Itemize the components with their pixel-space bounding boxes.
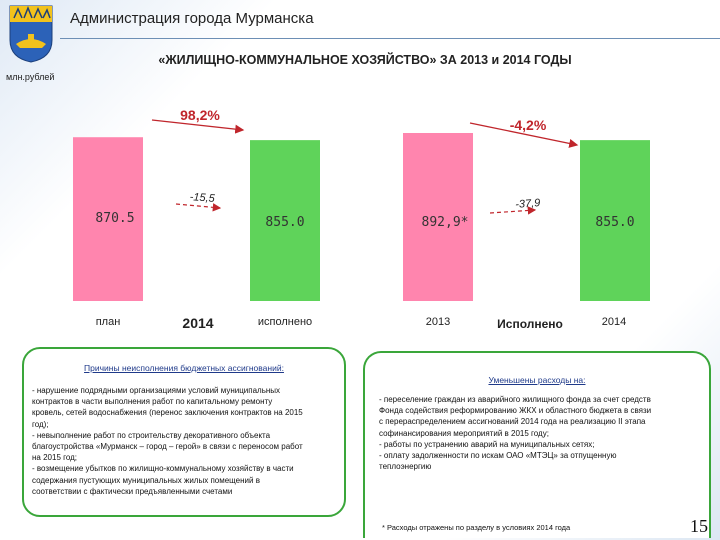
group-label: 2014 xyxy=(182,315,213,331)
reasons-panel: Причины неисполнения бюджетных ассигнова… xyxy=(22,347,346,517)
category-label: исполнено xyxy=(258,316,312,328)
difference-annotation: -37,9 xyxy=(515,197,541,211)
reductions-line: софинансирования мероприятий в 2015 году… xyxy=(379,428,549,438)
reasons-line: на 2015 год; xyxy=(32,453,78,463)
bar-value-label: 855.0 xyxy=(265,215,304,230)
percent-annotation: 98,2% xyxy=(180,107,220,123)
reasons-line: год); xyxy=(32,419,49,429)
reasons-line: благоустройства «Мурманск – город – геро… xyxy=(32,442,303,452)
page-number: 15 xyxy=(690,516,708,536)
percent-annotation: -4,2% xyxy=(510,117,547,133)
reductions-line: - оплату задолженности по искам ОАО «МТЭ… xyxy=(379,451,617,461)
bar-value-label: 855.0 xyxy=(595,215,634,230)
bar-value-label: 892,9* xyxy=(422,215,469,230)
reductions-line: - переселение граждан из аварийного жили… xyxy=(379,395,651,404)
reductions-line: - работы по устранению аварий на муницип… xyxy=(379,439,595,449)
reductions-text: - переселение граждан из аварийного жили… xyxy=(379,394,695,472)
bar-1-1 xyxy=(73,137,143,301)
category-label: план xyxy=(96,316,121,328)
coat-of-arms-logo xyxy=(9,5,53,63)
bar-value-label: 870.5 xyxy=(95,211,134,226)
organization-title: Администрация города Мурманска xyxy=(70,10,314,27)
reasons-heading: Причины неисполнения бюджетных ассигнова… xyxy=(84,363,284,373)
reasons-line: содержания пустующих муниципальных жилых… xyxy=(32,475,260,485)
difference-annotation: -15,5 xyxy=(189,191,216,205)
bar-1-2 xyxy=(250,140,320,301)
unit-label: млн.рублей xyxy=(6,72,55,82)
reasons-line: - нарушение подрядными организациями усл… xyxy=(32,386,281,395)
bar-charts: 870.5 855.0 892,9* 855.0 план 2014 исполнено 20… xyxy=(73,107,650,331)
reductions-panel: Уменьшены расходы на: - переселение граж… xyxy=(363,351,711,538)
trend-arrow xyxy=(151,119,245,134)
header-divider xyxy=(60,38,720,39)
reasons-line: контрактов в части выполнения работ по к… xyxy=(32,397,273,407)
reductions-line: теплоэнергию xyxy=(379,462,432,472)
category-note: Исполнено xyxy=(497,317,563,331)
reasons-line: кровель, сетей водоснабжения (перенос за… xyxy=(32,408,303,418)
reasons-line: - возмещение убытков по жилищно-коммунал… xyxy=(32,464,294,474)
difference-arrow xyxy=(175,203,222,212)
difference-arrow xyxy=(489,206,537,215)
slide-title: «ЖИЛИЩНО-КОММУНАЛЬНОЕ ХОЗЯЙСТВО» ЗА 2013… xyxy=(158,53,572,67)
header: Администрация города Мурманска xyxy=(0,0,720,63)
reasons-line: соответствии с фактически предъявленными… xyxy=(32,486,233,496)
category-label: 2013 xyxy=(426,316,450,328)
category-label: 2014 xyxy=(602,316,626,328)
trend-arrow xyxy=(469,122,579,148)
bar-2-2 xyxy=(580,140,650,301)
reductions-line: Фонда содействия реформированию ЖКХ и об… xyxy=(379,406,652,416)
reductions-heading: Уменьшены расходы на: xyxy=(488,375,586,385)
bar-2-1 xyxy=(403,133,473,301)
reductions-line: с перераспределением ассигнований 2014 г… xyxy=(379,417,646,427)
reasons-line: - невыполнение работ по строительству де… xyxy=(32,430,271,440)
footnote: * Расходы отражены по разделу в условиях… xyxy=(382,523,571,532)
reasons-text: - нарушение подрядными организациями усл… xyxy=(32,385,338,497)
